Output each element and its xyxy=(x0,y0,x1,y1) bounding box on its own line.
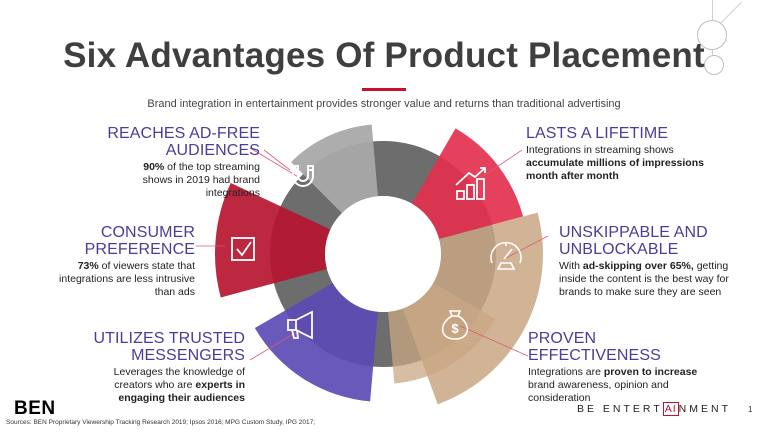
stat-value: 73% xyxy=(77,260,99,272)
svg-text:$: $ xyxy=(451,321,459,336)
leader-line xyxy=(459,325,529,357)
description-text: of viewers state that integrations are l… xyxy=(59,260,195,298)
description-text: getting inside the content is the best w… xyxy=(559,260,729,298)
advantage-consumer-preference: CONSUMER PREFERENCE 73% of viewers state… xyxy=(40,224,195,299)
advantage-heading: CONSUMER PREFERENCE xyxy=(84,224,195,258)
leader-line xyxy=(249,147,301,179)
advantage-trusted-messengers: UTILIZES TRUSTED MESSENGERS Leverages th… xyxy=(60,330,245,405)
segment-reaches-ad-free xyxy=(291,124,378,213)
segment-consumer-preference xyxy=(215,183,331,298)
megaphone-icon xyxy=(287,310,313,340)
wheel-center xyxy=(325,196,441,312)
advantage-heading: PROVEN EFFECTIVENESS xyxy=(528,330,661,364)
brand-text: NMENT xyxy=(678,403,731,415)
sources-footnote: Sources: BEN Proprietary Viewership Trac… xyxy=(6,419,316,426)
advantage-description: 73% of viewers state that integrations a… xyxy=(40,260,195,299)
description-text: of the top streaming shows in 2019 had b… xyxy=(142,161,260,199)
leader-line xyxy=(263,149,291,171)
description-text: Integrations are xyxy=(528,366,604,378)
advantage-description: 90% of the top streaming shows in 2019 h… xyxy=(80,161,260,200)
speedometer-icon xyxy=(490,241,522,270)
magnet-icon xyxy=(292,165,314,187)
description-text: Integrations in streaming shows xyxy=(526,144,674,156)
advantage-reaches-ad-free: REACHES AD-FREE AUDIENCES 90% of the top… xyxy=(80,125,260,200)
leader-line xyxy=(505,235,549,259)
brand-text: BE ENTERT xyxy=(577,403,663,415)
advantage-description: With ad-skipping over 65%, getting insid… xyxy=(559,260,749,299)
stat-value: 90% xyxy=(143,161,165,173)
description-bold: ad-skipping over 65%, xyxy=(582,260,694,272)
segment-proven-effectiveness xyxy=(388,283,496,384)
advantage-lasts-a-lifetime: LASTS A LIFETIME Integrations in streami… xyxy=(526,125,716,183)
brand-wordmark: BE ENTERT AI NMENT xyxy=(577,402,731,416)
description-bold: accumulate millions of impressions month… xyxy=(526,157,704,182)
brand-ai: AI xyxy=(662,402,679,416)
ben-logo: BEN xyxy=(14,398,56,419)
advantage-proven-effectiveness: PROVEN EFFECTIVENESS Integrations are pr… xyxy=(528,330,718,405)
checkbox-icon xyxy=(231,237,255,261)
money-bag-icon: $ xyxy=(441,310,469,340)
growth-chart-icon xyxy=(455,167,486,200)
decorative-circle xyxy=(697,20,727,50)
advantage-description: Leverages the knowledge of creators who … xyxy=(60,366,245,405)
leader-line xyxy=(249,329,301,361)
decorative-line xyxy=(712,0,713,30)
page-subtitle: Brand integration in entertainment provi… xyxy=(147,98,621,110)
page-title: Six Advantages Of Product Placement xyxy=(63,36,705,75)
decorative-circle xyxy=(704,55,724,75)
advantage-description: Integrations are proven to increase bran… xyxy=(528,366,718,405)
advantage-heading: UNSKIPPABLE AND UNBLOCKABLE xyxy=(559,224,708,258)
description-text: brand awareness, opinion and considerati… xyxy=(528,379,669,404)
title-underline xyxy=(362,88,406,91)
advantage-heading: REACHES AD-FREE AUDIENCES xyxy=(107,125,260,159)
advantage-heading: UTILIZES TRUSTED MESSENGERS xyxy=(93,330,245,364)
description-bold: proven to increase xyxy=(603,366,698,378)
decorative-line xyxy=(712,36,713,66)
segment-lasts-a-lifetime xyxy=(412,128,524,239)
description-bold: experts in engaging their audiences xyxy=(118,379,245,404)
advantage-heading: LASTS A LIFETIME xyxy=(526,125,669,142)
advantage-description: Integrations in streaming shows accumula… xyxy=(526,144,716,183)
segment-trusted-messengers xyxy=(254,283,378,402)
page-number: 1 xyxy=(748,405,753,414)
advantage-unskippable: UNSKIPPABLE AND UNBLOCKABLE With ad-skip… xyxy=(559,224,749,299)
description-text: Leverages the knowledge of creators who … xyxy=(113,366,245,391)
description-text: With xyxy=(559,260,583,272)
